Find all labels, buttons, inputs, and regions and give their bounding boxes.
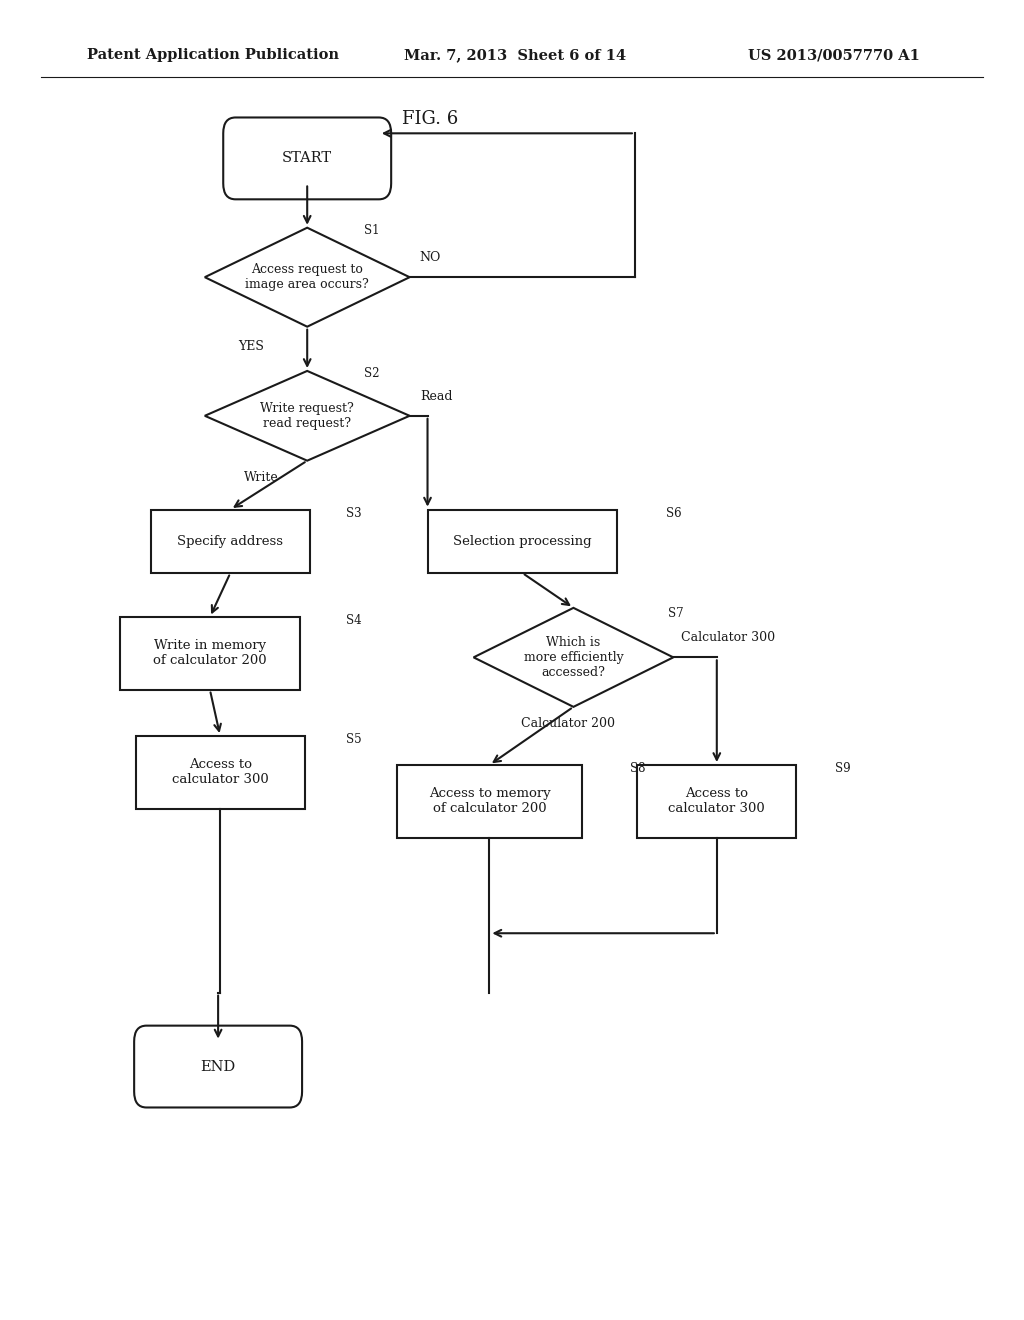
Text: Read: Read (420, 389, 453, 403)
Text: S6: S6 (666, 507, 681, 520)
Bar (121, 618, 299, 689)
Bar (152, 510, 309, 573)
Text: Selection processing: Selection processing (453, 535, 592, 548)
Text: Patent Application Publication: Patent Application Publication (87, 49, 339, 62)
Text: START: START (283, 152, 332, 165)
Text: Access to
calculator 300: Access to calculator 300 (669, 787, 765, 816)
Text: YES: YES (238, 339, 264, 352)
Text: S9: S9 (835, 762, 850, 775)
Text: Write request?
read request?: Write request? read request? (260, 401, 354, 430)
Text: S4: S4 (346, 614, 361, 627)
Text: Calculator 200: Calculator 200 (521, 718, 615, 730)
Text: Access to memory
of calculator 200: Access to memory of calculator 200 (429, 787, 550, 816)
Polygon shape (205, 371, 410, 461)
Text: Specify address: Specify address (177, 535, 284, 548)
Polygon shape (205, 227, 410, 326)
Text: Write in memory
of calculator 200: Write in memory of calculator 200 (154, 639, 266, 668)
Text: US 2013/0057770 A1: US 2013/0057770 A1 (748, 49, 920, 62)
Text: Mar. 7, 2013  Sheet 6 of 14: Mar. 7, 2013 Sheet 6 of 14 (404, 49, 627, 62)
Text: Calculator 300: Calculator 300 (682, 631, 775, 644)
Bar (637, 766, 797, 838)
Text: S7: S7 (668, 607, 683, 620)
Text: FIG. 6: FIG. 6 (402, 110, 458, 128)
Bar (397, 766, 582, 838)
Text: Access to
calculator 300: Access to calculator 300 (172, 758, 268, 787)
Text: S3: S3 (346, 507, 361, 520)
Bar (428, 510, 616, 573)
Text: NO: NO (420, 251, 441, 264)
Bar (135, 737, 305, 808)
Text: S2: S2 (364, 367, 379, 380)
Text: Access request to
image area occurs?: Access request to image area occurs? (246, 263, 369, 292)
Text: Which is
more efficiently
accessed?: Which is more efficiently accessed? (523, 636, 624, 678)
Text: S8: S8 (630, 762, 645, 775)
FancyBboxPatch shape (223, 117, 391, 199)
Text: END: END (201, 1060, 236, 1073)
FancyBboxPatch shape (134, 1026, 302, 1107)
Polygon shape (473, 607, 674, 708)
Text: S1: S1 (364, 224, 379, 238)
Text: Write: Write (244, 471, 279, 484)
Text: S5: S5 (346, 733, 361, 746)
